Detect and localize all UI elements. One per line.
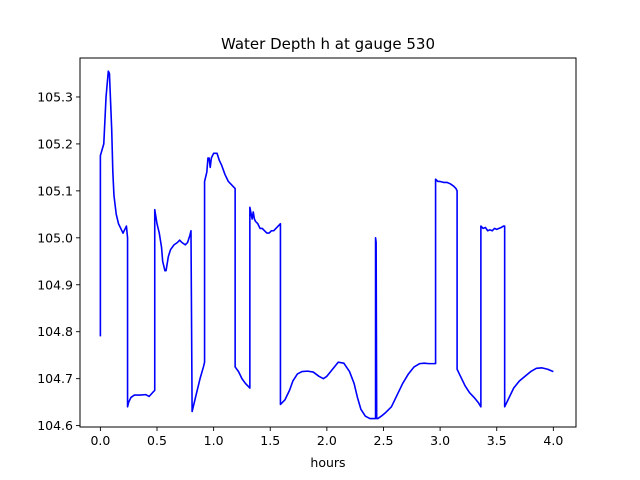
y-tick-label: 104.7 <box>37 371 73 386</box>
x-tick-label: 4.0 <box>543 433 563 448</box>
y-tick-label: 104.8 <box>37 324 73 339</box>
x-tick-label: 3.0 <box>430 433 450 448</box>
x-tick-label: 3.5 <box>487 433 507 448</box>
y-tick-label: 105.3 <box>37 89 73 104</box>
x-axis-label: hours <box>310 455 345 470</box>
x-tick-label: 0.0 <box>90 433 110 448</box>
series-line-0 <box>99 70 554 420</box>
y-axis: 104.6 104.7 104.8 104.9 105.0 105.1 105.2 105.3 <box>37 89 80 433</box>
y-tick-label: 105.2 <box>37 136 73 151</box>
x-axis: 0.0 0.5 1.0 1.5 2.0 2.5 3.0 3.5 4.0 <box>90 427 563 448</box>
plot-area <box>99 70 554 420</box>
x-tick-label: 2.0 <box>317 433 337 448</box>
axes-frame <box>79 57 577 428</box>
x-tick-label: 1.0 <box>204 433 224 448</box>
x-tick-label: 1.5 <box>260 433 280 448</box>
x-tick-label: 2.5 <box>374 433 394 448</box>
x-tick-label: 0.5 <box>147 433 167 448</box>
y-tick-label: 105.0 <box>37 230 73 245</box>
y-tick-label: 105.1 <box>37 183 73 198</box>
y-tick-label: 104.9 <box>37 277 73 292</box>
y-tick-label: 104.6 <box>37 418 73 433</box>
chart-title: Water Depth h at gauge 530 <box>221 35 435 53</box>
